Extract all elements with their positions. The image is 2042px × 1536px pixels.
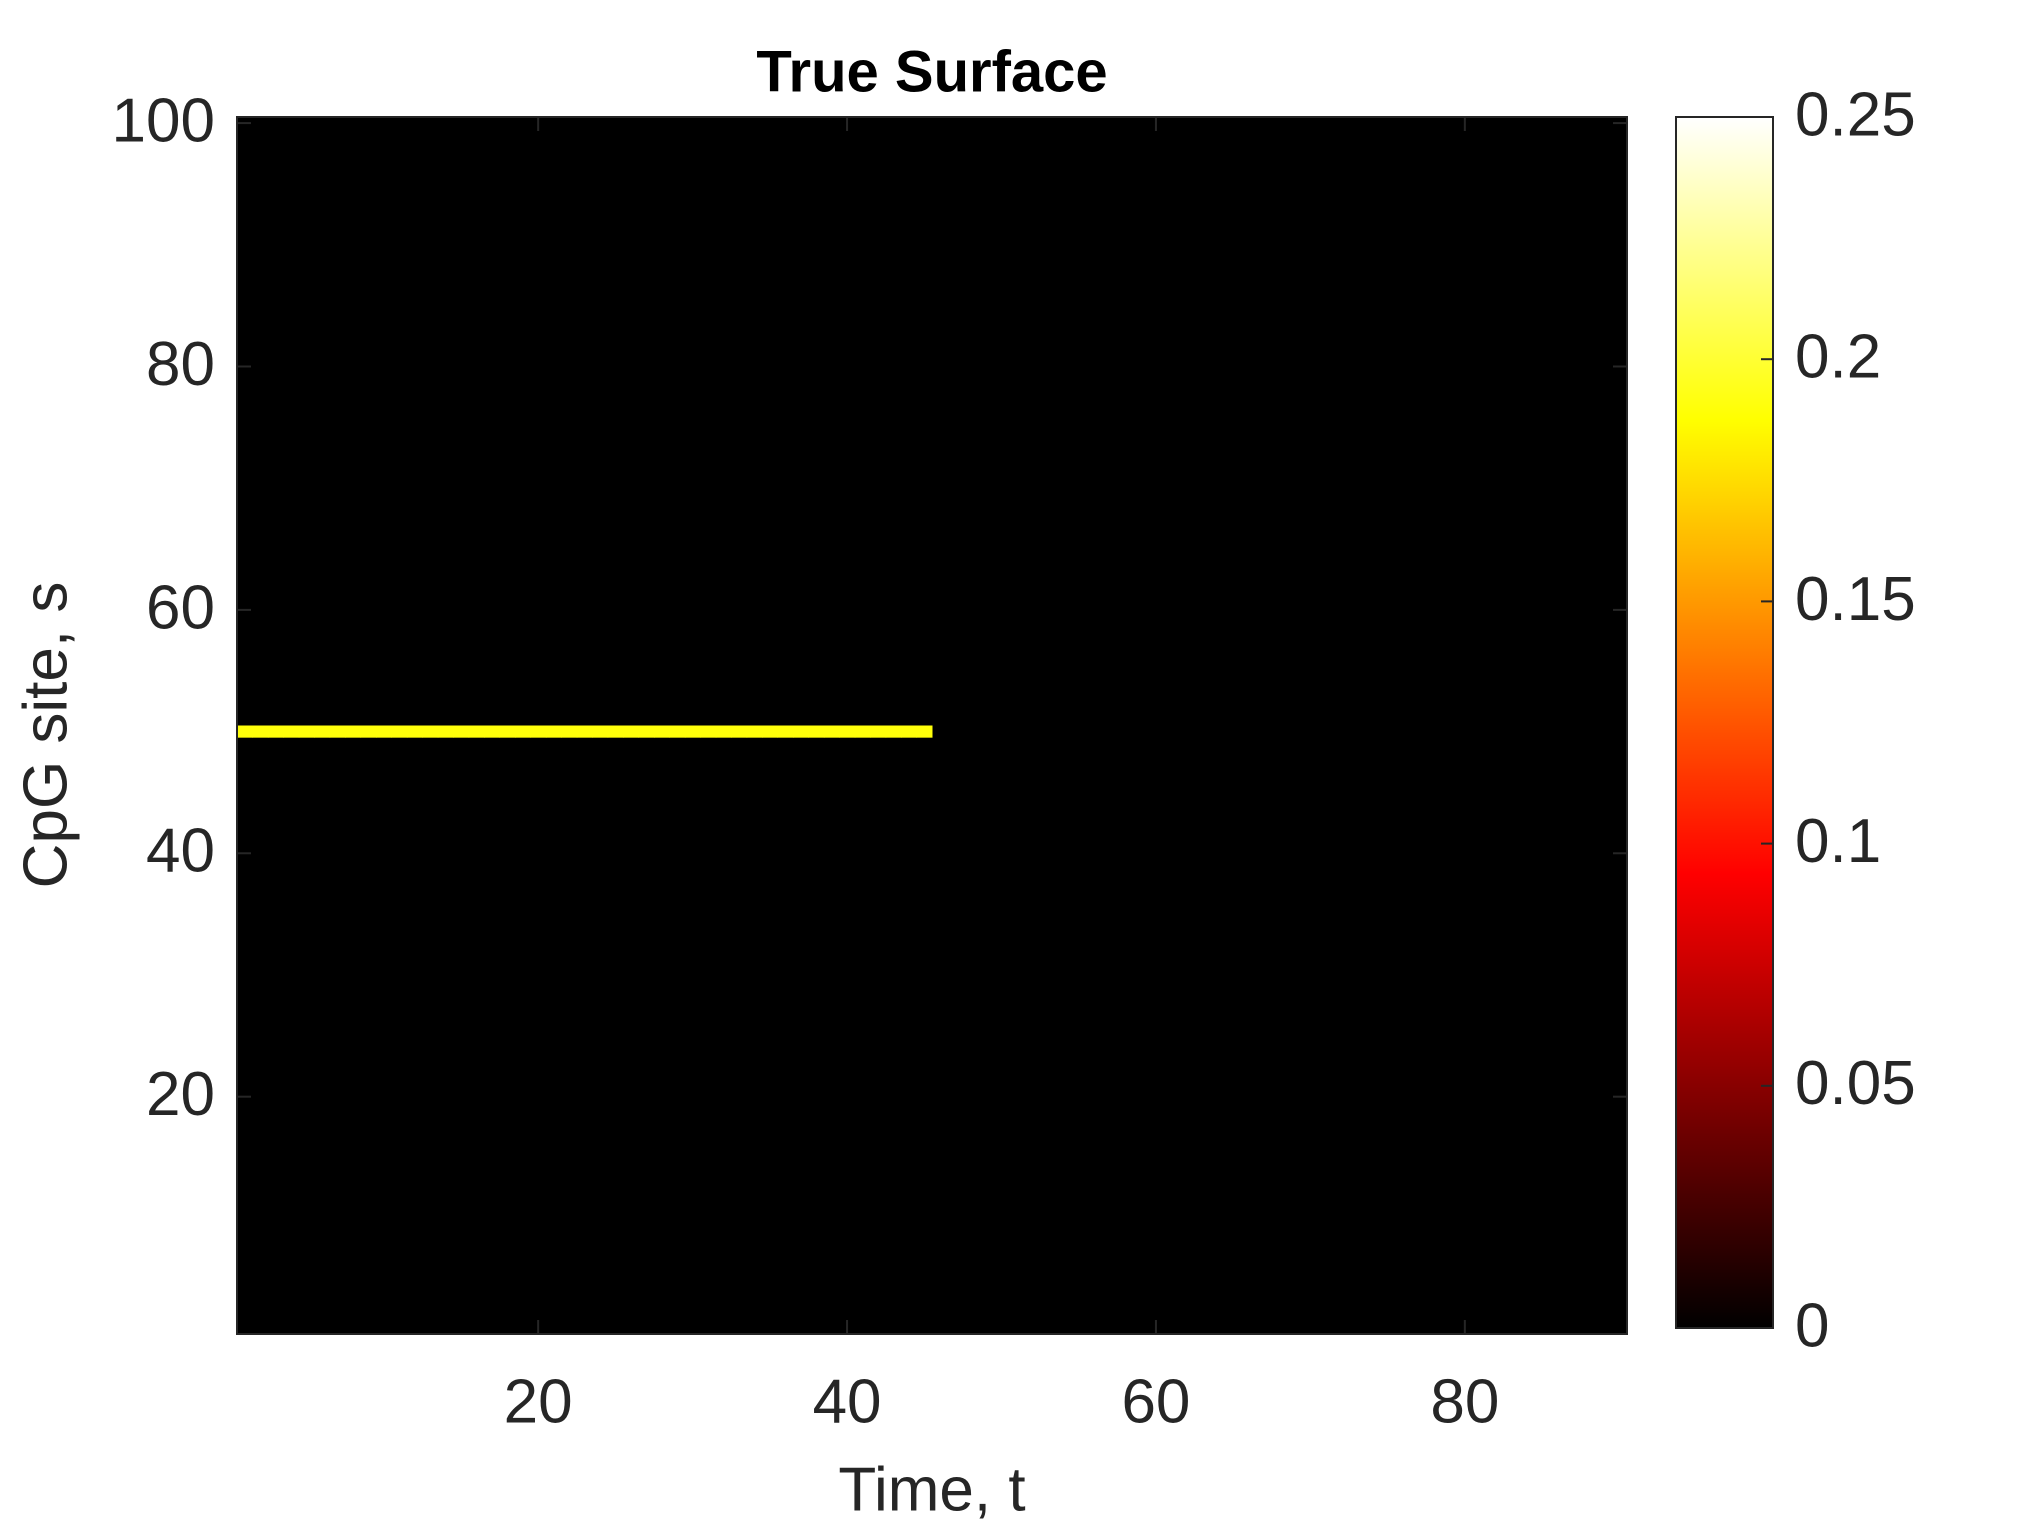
heatmap-cell	[329, 725, 346, 738]
heatmap-cell	[808, 725, 825, 738]
heatmap-cell	[700, 725, 717, 738]
heatmap-cell	[561, 725, 578, 738]
heatmap-cell	[731, 725, 748, 738]
heatmap-cell	[499, 725, 516, 738]
heatmap-cell	[252, 725, 269, 738]
y-tick-label: 80	[146, 330, 215, 399]
heatmap-cell	[592, 725, 609, 738]
heatmap-cell	[777, 725, 794, 738]
x-tick-label: 60	[1121, 1367, 1190, 1436]
heatmap-cell	[437, 725, 454, 738]
heatmap-cell	[746, 725, 763, 738]
y-tick-label: 40	[146, 817, 215, 886]
heatmap-cell	[607, 725, 624, 738]
heatmap-cell	[684, 725, 701, 738]
heatmap-cell	[916, 725, 933, 738]
heatmap-cell	[715, 725, 732, 738]
heatmap-cell	[267, 725, 284, 738]
heatmap-cell	[515, 725, 531, 738]
heatmap-cell	[422, 725, 439, 738]
y-tick-label: 60	[146, 573, 215, 642]
y-axis-label: CpG site, s	[11, 582, 80, 889]
heatmap-cell	[406, 725, 423, 738]
heatmap-cell	[283, 725, 300, 738]
x-tick-label: 20	[504, 1367, 573, 1436]
heatmap-cell	[623, 725, 640, 738]
colorbar-tick-label: 0.1	[1795, 807, 1881, 876]
heatmap-cell	[901, 725, 918, 738]
colorbar-tick-label: 0.25	[1795, 80, 1916, 149]
colorbar-tick-label: 0.2	[1795, 323, 1881, 392]
heatmap-cell	[545, 725, 562, 738]
heatmap-cell	[793, 725, 809, 738]
heatmap-cell	[345, 725, 362, 738]
heatmap-cell	[298, 725, 315, 738]
x-tick-label: 40	[813, 1367, 882, 1436]
y-tick-label: 20	[146, 1060, 215, 1129]
colorbar-tick-label: 0.15	[1795, 565, 1916, 634]
heatmap-cell	[530, 725, 547, 738]
heatmap-cell	[376, 725, 392, 738]
heatmap-cell	[823, 725, 840, 738]
heatmap-cell	[484, 725, 501, 738]
heatmap-cell	[669, 725, 686, 738]
heatmap-cell	[885, 725, 902, 738]
heatmap-cell	[314, 725, 331, 738]
colorbar-tick-label: 0.05	[1795, 1049, 1916, 1118]
heatmap-cell	[468, 725, 485, 738]
x-axis-label: Time, t	[838, 1455, 1025, 1524]
heatmap-cell	[762, 725, 779, 738]
heatmap-cell	[360, 725, 377, 738]
heatmap-cell	[453, 725, 470, 738]
chart-title: True Surface	[756, 39, 1107, 104]
y-tick-label: 100	[112, 86, 215, 155]
heatmap-cell	[391, 725, 408, 738]
heatmap-cell	[638, 725, 655, 738]
x-tick-label: 80	[1430, 1367, 1499, 1436]
axes-frame	[236, 116, 1628, 1335]
heatmap-cell	[839, 725, 856, 738]
heatmap-cell	[237, 725, 253, 738]
heatmap-cell	[854, 725, 871, 738]
colorbar	[1675, 116, 1774, 1329]
heatmap-cell	[576, 725, 593, 738]
colorbar-tick-label: 0	[1795, 1291, 1829, 1360]
heatmap-cell	[870, 725, 887, 738]
heatmap-cell	[654, 725, 670, 738]
